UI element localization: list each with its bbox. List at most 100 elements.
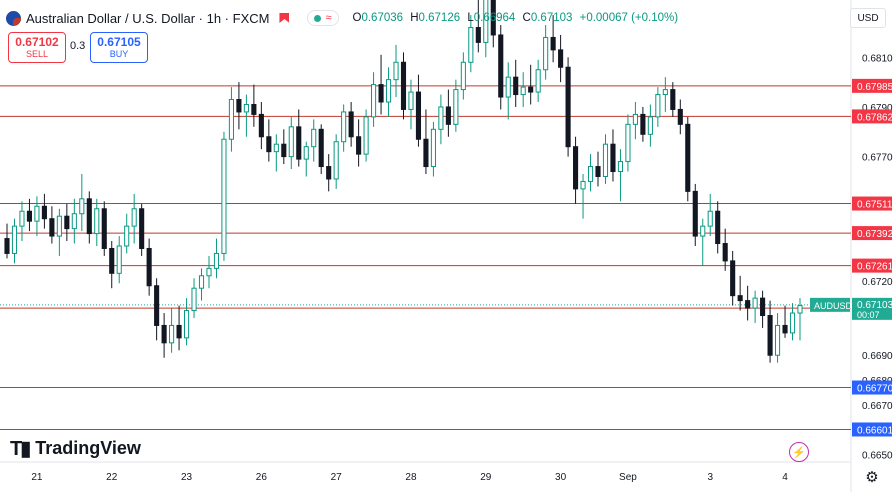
candle-body: [677, 108, 683, 125]
candle-body: [662, 89, 668, 96]
candle-body: [385, 79, 392, 103]
tradingview-logo[interactable]: T▮ TradingView: [10, 436, 141, 461]
x-tick-label: 21: [31, 472, 43, 483]
level-label: 0.67511: [857, 200, 893, 211]
current-price-label: 0.67103: [857, 300, 893, 311]
candle-body: [692, 190, 698, 237]
candle-body: [213, 252, 220, 269]
candle-body: [131, 208, 137, 227]
candle-body: [640, 113, 646, 135]
level-label-box: [852, 258, 892, 273]
candle-body: [34, 205, 40, 222]
candle-body: [303, 146, 309, 160]
red-flag-icon[interactable]: [279, 13, 290, 23]
candle-body: [655, 94, 661, 118]
x-tick-label: 26: [256, 472, 268, 483]
close-value: 0.67103: [530, 12, 573, 24]
candle-body: [625, 123, 631, 163]
candle-body: [715, 210, 721, 245]
currency-button[interactable]: USD: [850, 8, 886, 28]
candle-body: [558, 49, 564, 68]
candle-body: [535, 69, 541, 93]
x-tick-label: 28: [405, 472, 417, 483]
candle-body: [670, 89, 676, 110]
candle-body: [176, 324, 182, 339]
candle-body: [101, 208, 107, 249]
level-label: 0.67392: [857, 229, 893, 240]
candle-body: [550, 36, 556, 51]
candle-body: [722, 243, 728, 262]
candle-body: [356, 136, 362, 155]
buy-button[interactable]: 0.67105 BUY: [90, 32, 148, 63]
logo-text: TradingView: [35, 438, 141, 458]
candle-body: [273, 143, 279, 153]
x-tick-label: 29: [480, 472, 492, 483]
candle-body: [797, 305, 803, 314]
candle-body: [483, 0, 489, 43]
candle-body: [49, 218, 55, 237]
candle-body: [221, 138, 227, 254]
candle-body: [745, 300, 751, 309]
candle-body: [647, 116, 653, 135]
candle-body: [296, 126, 302, 160]
candle-body: [460, 61, 466, 91]
candle-body: [595, 166, 601, 177]
candle-body: [41, 205, 47, 220]
candle-body: [520, 86, 526, 96]
sell-price: 0.67102: [15, 34, 59, 49]
candle-body: [632, 113, 638, 125]
candle-body: [191, 287, 197, 312]
candle-body: [490, 0, 496, 36]
candle-body: [116, 245, 122, 274]
candle-body: [565, 66, 571, 148]
candle-body: [445, 106, 451, 125]
level-label-box: [852, 78, 892, 93]
candle-body: [198, 275, 205, 289]
level-label-box: [852, 226, 892, 241]
candle-body: [266, 136, 272, 153]
sell-button[interactable]: 0.67102 SELL: [8, 32, 66, 63]
candle-body: [789, 312, 796, 334]
candle-body: [139, 208, 145, 249]
candle-body: [513, 76, 519, 96]
wave-icon: ≈: [325, 12, 332, 24]
gear-icon[interactable]: ⚙: [865, 469, 879, 486]
market-status-pill[interactable]: ≈: [307, 10, 339, 26]
candle-body: [183, 310, 190, 339]
candle-body: [56, 215, 62, 237]
low-label: L: [467, 12, 474, 24]
candle-body: [206, 267, 212, 277]
candle-body: [767, 315, 773, 356]
low-value: 0.66964: [473, 12, 516, 24]
candle-body: [505, 76, 511, 98]
candle-body: [243, 103, 249, 113]
candle-body: [236, 99, 242, 113]
candle-body: [760, 297, 766, 317]
x-tick-label: 4: [782, 472, 788, 483]
buy-label: BUY: [109, 48, 129, 59]
candle-body: [752, 297, 758, 309]
candle-body: [26, 210, 33, 222]
candle-body: [154, 285, 160, 326]
candle-body: [782, 324, 788, 334]
candle-body: [580, 180, 586, 190]
x-tick-label: 3: [707, 472, 713, 483]
chart-header: Australian Dollar / U.S. Dollar · 1h · F…: [6, 8, 682, 28]
candle-body: [602, 143, 609, 177]
change-value: +0.00067 (+0.10%): [579, 12, 679, 24]
symbol-title[interactable]: Australian Dollar / U.S. Dollar · 1h · F…: [26, 10, 270, 26]
lightning-icon[interactable]: ⚡: [789, 442, 809, 462]
x-tick-label: 27: [331, 472, 343, 483]
level-label-box: [852, 380, 892, 395]
candle-body: [438, 106, 444, 130]
x-tick-label: 30: [555, 472, 567, 483]
candle-body: [326, 166, 332, 180]
market-open-dot-icon: [314, 14, 322, 22]
candle-body: [617, 161, 624, 173]
spread-value: 0.3: [70, 40, 86, 52]
